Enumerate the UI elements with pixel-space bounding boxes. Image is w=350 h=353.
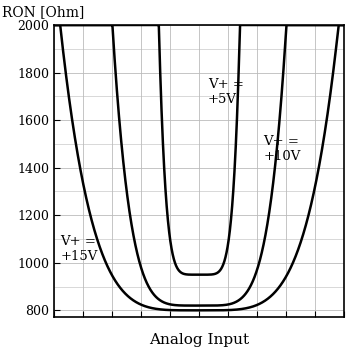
Text: V+ =
+15V: V+ = +15V [60, 234, 98, 263]
Text: V+ =
+10V: V+ = +10V [263, 134, 301, 163]
X-axis label: Analog Input: Analog Input [149, 334, 250, 347]
Text: V+ =
+5V: V+ = +5V [208, 78, 244, 106]
Text: RON [Ohm]: RON [Ohm] [2, 5, 85, 19]
